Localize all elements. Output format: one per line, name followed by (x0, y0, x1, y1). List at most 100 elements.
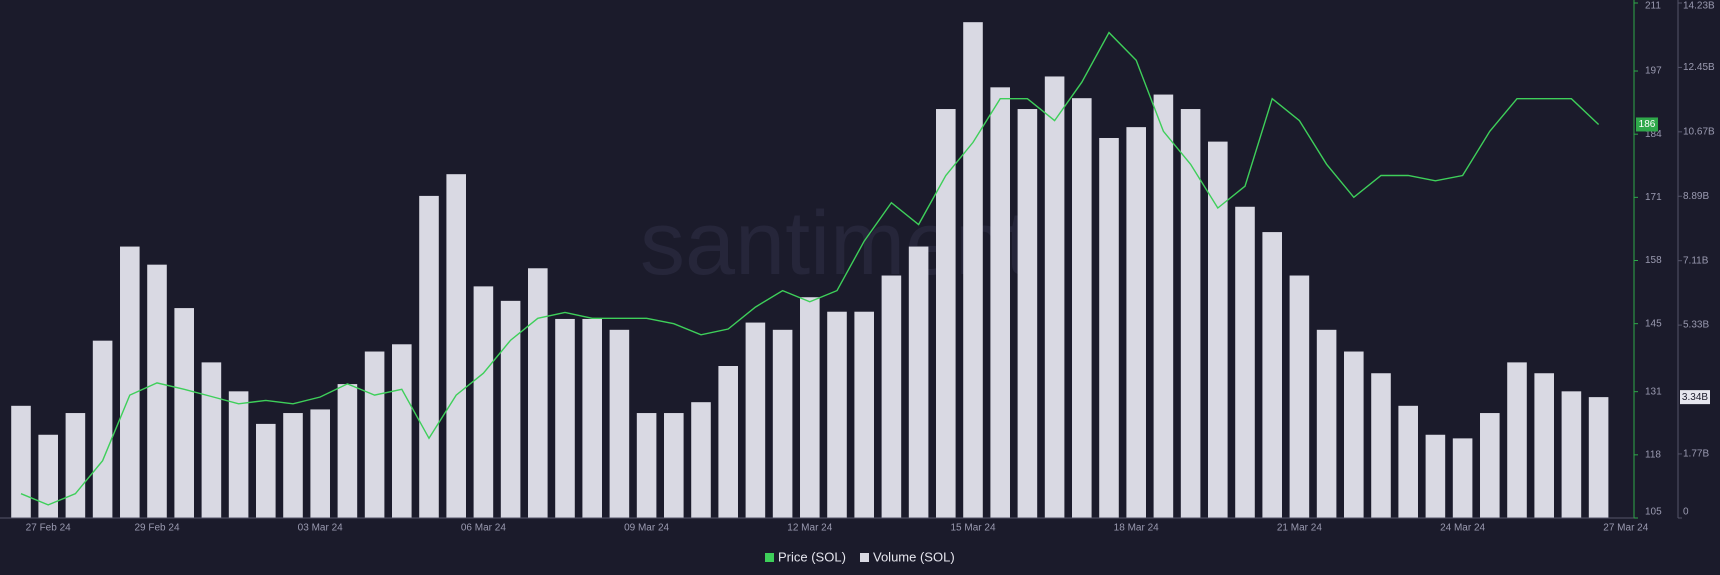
volume-bar (800, 297, 820, 518)
y-tick-label: 105 (1645, 507, 1662, 518)
y2-tick-label: 0 (1683, 507, 1689, 518)
volume-bar (446, 174, 466, 518)
volume-bar (528, 268, 548, 518)
volume-bar (936, 109, 956, 519)
y-tick-label: 171 (1645, 192, 1662, 203)
volume-bar (718, 365, 738, 518)
y2-tick-label: 1.77B (1683, 449, 1709, 460)
volume-bar (1208, 141, 1228, 518)
volume-bar (1398, 405, 1418, 518)
x-tick-label: 06 Mar 24 (461, 523, 506, 534)
volume-bar (1126, 127, 1146, 519)
volume-bar (1262, 232, 1282, 518)
volume-bar (120, 246, 140, 518)
y2-tick-label: 14.23B (1683, 1, 1715, 12)
x-tick-label: 24 Mar 24 (1440, 523, 1485, 534)
volume-bar (38, 434, 58, 518)
volume-bar (990, 87, 1010, 518)
volume-bar (691, 402, 711, 518)
volume-bar (364, 351, 385, 518)
volume-bar (1480, 413, 1500, 518)
y2-tick-label: 10.67B (1683, 126, 1715, 137)
price-line (20, 31, 1600, 506)
volume-bar (419, 195, 439, 518)
y2-tick-label: 12.45B (1683, 62, 1715, 73)
volume-bar (881, 275, 902, 518)
volume-bar (1507, 362, 1527, 518)
volume-bar (1180, 109, 1201, 519)
volume-bar (1344, 351, 1364, 518)
volume-bar (65, 413, 86, 518)
volume-bar (228, 391, 249, 518)
x-tick-label: 29 Feb 24 (134, 523, 179, 534)
volume-bar (201, 362, 222, 518)
y2-tick-label: 7.11B (1683, 255, 1709, 266)
legend-label: Price (SOL) (778, 549, 846, 564)
y2-tick-label: 8.89B (1683, 191, 1709, 202)
y-tick-label: 145 (1645, 318, 1662, 329)
volume-bar (908, 246, 929, 518)
legend-swatch (860, 553, 869, 562)
volume-bar (745, 322, 766, 518)
volume-bar (1017, 109, 1038, 519)
y-tick-label: 118 (1645, 449, 1661, 460)
x-tick-label: 18 Mar 24 (1114, 523, 1159, 534)
volume-bar (283, 413, 303, 518)
x-tick-label: 21 Mar 24 (1277, 523, 1322, 534)
legend: Price (SOL) Volume (SOL) (765, 549, 955, 564)
volume-bar (1371, 373, 1391, 518)
volume-bar (1425, 434, 1446, 518)
x-tick-label: 15 Mar 24 (950, 523, 995, 534)
volume-badge-bg (1680, 390, 1710, 405)
volume-bar (256, 423, 276, 518)
volume-bar (1072, 98, 1092, 518)
volume-bar (664, 413, 684, 518)
price-badge-bg (1636, 117, 1658, 132)
x-tick-label: 27 Mar 24 (1603, 523, 1648, 534)
volume-bar (582, 318, 602, 518)
volume-bar (92, 340, 113, 518)
legend-label: Volume (SOL) (873, 549, 955, 564)
y2-tick-label: 5.33B (1683, 320, 1709, 331)
volume-bar (392, 344, 412, 518)
volume-bar (1235, 206, 1255, 518)
volume-bar (636, 413, 657, 518)
volume-bar (827, 311, 847, 518)
x-tick-label: 12 Mar 24 (787, 523, 832, 534)
volume-bar (337, 384, 358, 518)
volume-bar (310, 409, 330, 518)
volume-bar (963, 22, 983, 519)
volume-bar (1561, 391, 1582, 518)
volume-bar (609, 329, 630, 518)
volume-badge: 3.34B (1682, 392, 1708, 403)
x-tick-label: 27 Feb 24 (26, 523, 71, 534)
x-tick-label: 09 Mar 24 (624, 523, 669, 534)
volume-bar (1153, 94, 1174, 518)
volume-bar (854, 311, 874, 518)
y-tick-label: 211 (1645, 1, 1661, 12)
legend-swatch (765, 553, 774, 562)
volume-bar (1099, 137, 1119, 518)
volume-bar (473, 286, 494, 518)
volume-bar (772, 329, 793, 518)
volume-bar (1316, 329, 1337, 518)
volume-bar (1588, 397, 1609, 518)
volume-bar (555, 318, 575, 518)
volume-bar (1289, 275, 1310, 518)
y-tick-label: 184 (1645, 129, 1662, 140)
volume-bar (11, 405, 31, 518)
y-tick-label: 158 (1645, 255, 1662, 266)
y-tick-label: 197 (1645, 66, 1662, 77)
volume-bar (147, 264, 167, 518)
plot (11, 22, 1609, 519)
volume-bar (1044, 76, 1065, 519)
y-tick-label: 131 (1645, 386, 1662, 397)
x-tick-label: 03 Mar 24 (298, 523, 343, 534)
volume-bar (1534, 373, 1554, 518)
price-badge: 186 (1639, 119, 1656, 130)
volume-bar (174, 308, 194, 518)
volume-bar (1452, 438, 1473, 518)
volume-bar (500, 300, 521, 518)
